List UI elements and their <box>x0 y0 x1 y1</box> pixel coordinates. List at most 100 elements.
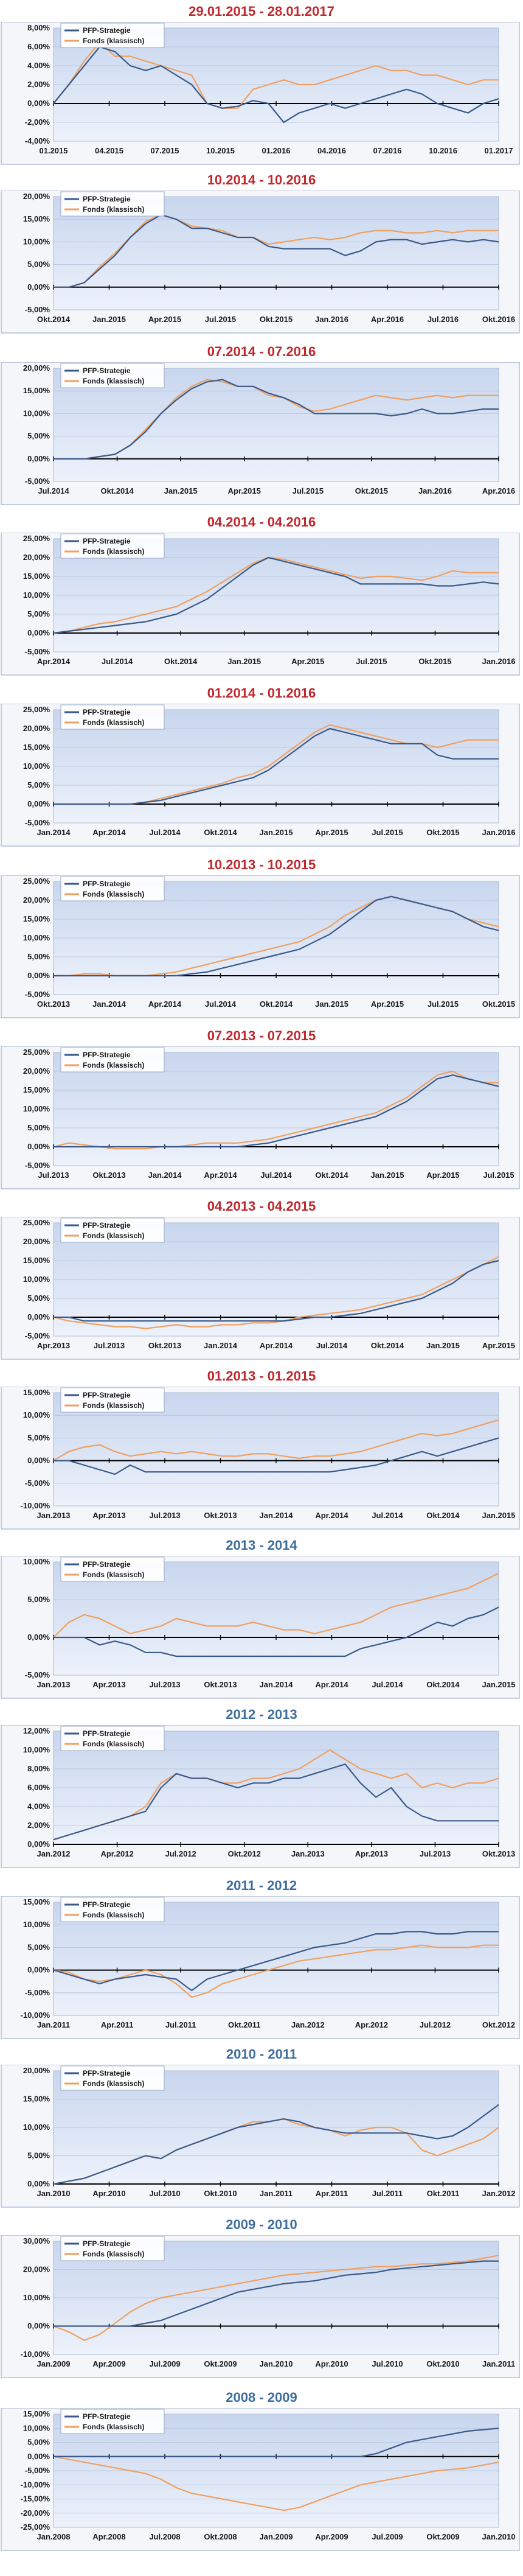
line-chart: 0,00% 2,00% 4,00% 6,00% 8,00% 10,00% 12,00% Jan… <box>1 1725 520 1868</box>
chart-title: 2009 - 2010 <box>226 2217 297 2232</box>
legend <box>60 1726 165 1751</box>
line-chart: -10,00% -5,00% 0,00% 5,00% 10,00% 15,00% Jan.2… <box>1 1387 520 1530</box>
y-tick-label: 5,00% <box>27 1123 50 1132</box>
x-tick-label: Apr.2015 <box>482 1341 515 1350</box>
legend-label-fonds: Fonds (klassisch) <box>83 1231 144 1240</box>
x-tick-label: Jul.2014 <box>149 828 181 837</box>
y-tick-label: 0,00% <box>27 1456 50 1465</box>
x-tick-label: Okt.2014 <box>260 999 293 1009</box>
y-tick-label: -5,00% <box>25 2466 50 2475</box>
y-tick-label: 5,00% <box>27 2438 50 2447</box>
line-chart: -5,00% 0,00% 5,00% 10,00% 15,00% 20,00% 25,00%… <box>1 704 520 847</box>
y-tick-label: 0,00% <box>27 99 50 108</box>
chart-title: 29.01.2015 - 28.01.2017 <box>189 4 334 19</box>
chart-panel: 29.01.2015 - 28.01.2017 -4,00% -2,00% 0,00%… <box>0 0 523 167</box>
y-tick-label: -15,00% <box>21 2494 50 2504</box>
chart-panel: 2008 - 2009 -25,00% -20,00% -15,00% -10,00% -… <box>0 2386 523 2553</box>
x-tick-label: Jul.2014 <box>316 1341 348 1350</box>
x-tick-label: 10.2015 <box>206 146 235 155</box>
x-tick-label: Jul.2016 <box>428 315 459 324</box>
chart-panel: 2009 - 2010 -10,00% 0,00% 10,00% 20,00% 30,00… <box>0 2213 523 2381</box>
y-tick-label: -5,00% <box>25 1670 50 1679</box>
series-line-fonds <box>53 1572 499 1638</box>
x-tick-label: Apr.2014 <box>148 999 182 1009</box>
x-tick-label: Jan.2015 <box>260 828 293 837</box>
x-tick-label: Jul.2011 <box>372 2189 403 2198</box>
legend-label-fonds: Fonds (klassisch) <box>83 547 144 556</box>
legend <box>60 2236 165 2261</box>
x-tick-label: Jul.2009 <box>149 2359 180 2368</box>
y-tick-label: 25,00% <box>23 705 50 714</box>
line-chart: -5,00% 0,00% 5,00% 10,00% 15,00% 20,00% 25,00%… <box>1 1217 520 1360</box>
legend <box>60 191 165 217</box>
chart-title: 2011 - 2012 <box>226 1878 297 1893</box>
x-tick-label: Okt.2014 <box>100 486 134 495</box>
legend-label-fonds: Fonds (klassisch) <box>83 2423 144 2431</box>
y-tick-label: -5,00% <box>25 1161 50 1170</box>
y-tick-label: 6,00% <box>27 42 50 51</box>
x-tick-label: Okt.2013 <box>204 1511 237 1520</box>
x-tick-label: Jul.2012 <box>420 2020 451 2029</box>
y-tick-label: 10,00% <box>23 2123 50 2132</box>
series-line-pfp <box>54 214 499 288</box>
y-tick-label: 2,00% <box>27 80 50 89</box>
x-tick-label: Jan.2015 <box>371 1171 404 1180</box>
x-tick-label: Jan.2016 <box>418 486 452 495</box>
x-tick-label: Apr.2009 <box>92 2359 125 2368</box>
legend <box>60 1387 165 1413</box>
x-tick-label: Jul.2015 <box>293 486 324 495</box>
x-tick-label: Jan.2015 <box>482 1511 516 1520</box>
x-tick-label: Jan.2010 <box>37 2189 71 2198</box>
x-tick-label: Apr.2015 <box>148 315 181 324</box>
y-tick-label: 5,00% <box>27 2151 50 2160</box>
legend-label-pfp: PFP-Strategie <box>83 2412 131 2421</box>
series-line-pfp <box>54 727 499 805</box>
chart-title: 04.2014 - 04.2016 <box>207 514 316 530</box>
x-tick-label: Okt.2014 <box>164 657 198 666</box>
x-tick-label: Jul.2014 <box>372 1511 403 1520</box>
x-tick-label: Jan.2009 <box>260 2532 293 2541</box>
chart-title: 2010 - 2011 <box>226 2046 297 2062</box>
x-tick-label: Jan.2013 <box>291 1849 325 1858</box>
chart-title: 10.2013 - 10.2015 <box>207 857 316 872</box>
x-tick-label: Jan.2010 <box>482 2532 516 2541</box>
legend-label-fonds: Fonds (klassisch) <box>83 718 144 727</box>
x-tick-label: 10.2016 <box>429 146 457 155</box>
y-tick-label: -4,00% <box>25 136 50 145</box>
legend-label-fonds: Fonds (klassisch) <box>83 890 144 898</box>
x-tick-label: Apr.2014 <box>260 1341 293 1350</box>
y-tick-label: 20,00% <box>23 724 50 733</box>
legend <box>60 533 165 559</box>
y-tick-label: 20,00% <box>23 895 50 905</box>
x-tick-label: Jan.2015 <box>92 315 126 324</box>
line-chart: 0,00% 5,00% 10,00% 15,00% 20,00% Jan.2010 Apr.… <box>1 2065 520 2208</box>
x-tick-label: Okt.2014 <box>315 1171 348 1180</box>
y-tick-label: 5,00% <box>27 609 50 618</box>
x-tick-label: Jan.2011 <box>260 2189 293 2198</box>
chart-panel: 10.2013 - 10.2015 -5,00% 0,00% 5,00% 10,00% 1… <box>0 853 523 1021</box>
y-tick-label: 20,00% <box>23 2265 50 2274</box>
x-tick-label: Jul.2010 <box>372 2359 403 2368</box>
legend-label-pfp: PFP-Strategie <box>83 1560 131 1569</box>
x-tick-label: Apr.2013 <box>355 1849 388 1858</box>
x-tick-label: Jul.2015 <box>205 315 236 324</box>
y-tick-label: -2,00% <box>25 117 50 127</box>
legend <box>60 1047 165 1073</box>
y-tick-label: 10,00% <box>23 1920 50 1929</box>
y-tick-label: 0,00% <box>27 971 50 980</box>
x-tick-label: Okt.2012 <box>228 1849 261 1858</box>
x-tick-label: Okt.2010 <box>426 2359 459 2368</box>
chart-panel: 10.2014 - 10.2016 -5,00% 0,00% 5,00% 10,00% 1… <box>0 169 523 336</box>
legend <box>60 2065 165 2091</box>
x-tick-label: Jan.2016 <box>482 657 516 666</box>
legend-label-pfp: PFP-Strategie <box>83 880 131 888</box>
x-tick-label: Apr.2014 <box>315 1680 348 1689</box>
y-tick-label: 5,00% <box>27 1942 50 1951</box>
y-tick-label: 2,00% <box>27 1821 50 1830</box>
x-tick-label: Apr.2012 <box>100 1849 133 1858</box>
legend <box>60 1556 165 1582</box>
x-tick-label: Jul.2013 <box>94 1341 125 1350</box>
chart-title: 01.2013 - 01.2015 <box>207 1368 316 1384</box>
y-tick-label: 0,00% <box>27 2322 50 2331</box>
chart-title: 07.2013 - 07.2015 <box>207 1028 316 1043</box>
